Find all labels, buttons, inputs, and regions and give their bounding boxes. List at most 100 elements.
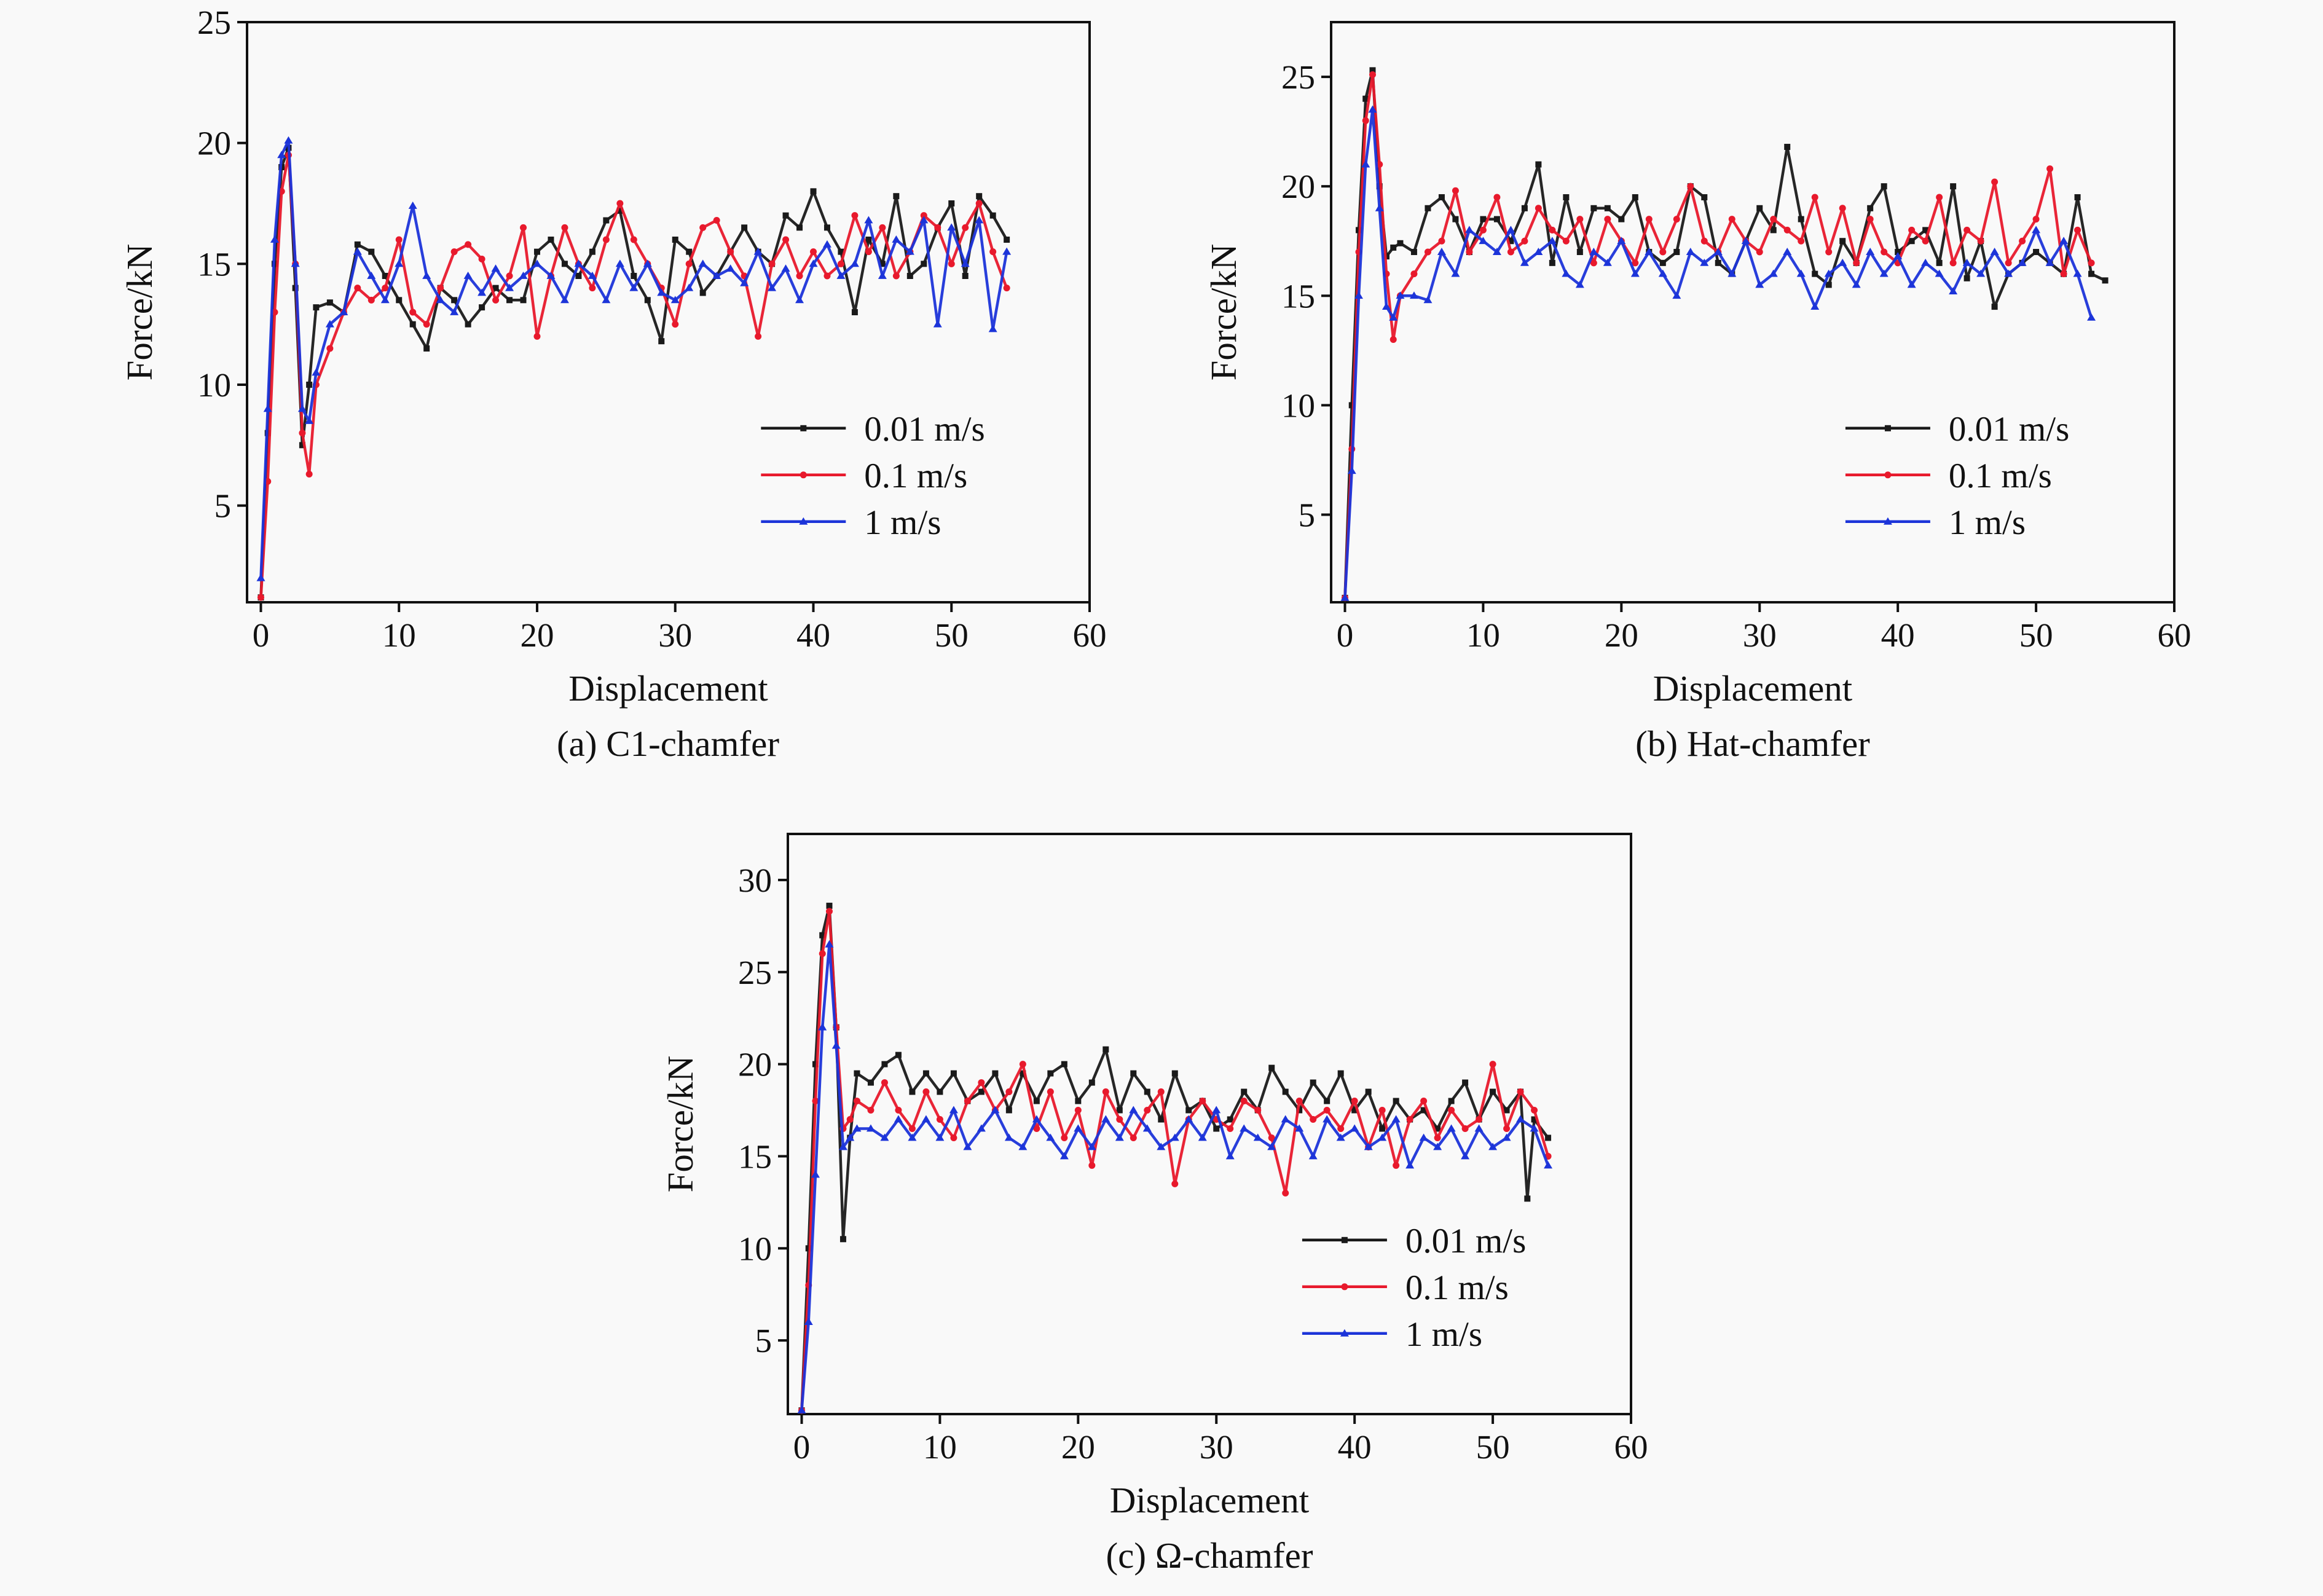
legend-label: 1 m/s (1405, 1315, 1482, 1354)
data-point (1769, 269, 1778, 277)
data-point (339, 308, 348, 315)
data-point (1447, 1124, 1456, 1132)
data-point (699, 289, 706, 296)
data-point (520, 297, 527, 304)
data-point (1004, 237, 1010, 243)
data-point (409, 321, 416, 328)
data-point (326, 299, 333, 306)
data-point (2102, 277, 2109, 284)
data-point (1199, 1098, 1206, 1105)
data-point (1991, 178, 1999, 186)
data-point (781, 264, 790, 272)
data-point (1976, 269, 1986, 277)
panel-caption: (b) Hat-chamfer (1635, 723, 1870, 764)
data-point (1895, 249, 1901, 256)
data-point (1198, 1133, 1207, 1141)
data-point (978, 1079, 985, 1087)
legend-label: 1 m/s (864, 503, 941, 542)
data-point (1991, 304, 1998, 310)
data-point (989, 212, 996, 219)
data-point (643, 259, 652, 267)
data-point (630, 236, 637, 243)
data-point (804, 1318, 813, 1326)
data-point (1116, 1116, 1123, 1123)
data-point (1033, 1125, 1040, 1132)
data-point (810, 188, 817, 195)
data-point (277, 151, 286, 159)
data-point (1812, 270, 1818, 277)
data-point (1715, 259, 1721, 266)
data-point (574, 259, 583, 267)
series-line-1 (1343, 69, 2106, 598)
data-point (753, 247, 763, 255)
x-axis-label: Displacement (568, 668, 768, 709)
data-point (713, 217, 720, 224)
data-point (1503, 1125, 1511, 1132)
data-point (672, 321, 679, 328)
x-tick-label: 0 (1337, 616, 1354, 654)
data-point (603, 217, 610, 224)
data-point (1420, 1107, 1427, 1114)
data-point (1466, 248, 1473, 256)
legend: 0.01 m/s 0.1 m/s 1 m/s (761, 410, 985, 542)
data-point (819, 950, 826, 957)
data-point (1351, 1098, 1358, 1105)
series-layer (256, 136, 1012, 601)
data-point (1420, 1098, 1428, 1105)
data-point (1545, 1134, 1552, 1141)
data-point (437, 285, 444, 292)
data-point (409, 309, 417, 316)
data-point (950, 1134, 957, 1141)
data-point (1241, 1088, 1248, 1095)
data-point (740, 278, 749, 286)
data-point (1004, 1133, 1013, 1141)
data-point (257, 594, 264, 601)
data-point (838, 1142, 847, 1150)
x-tick-label: 60 (1073, 616, 1107, 654)
data-point (1142, 1124, 1152, 1132)
data-point (921, 261, 927, 267)
data-point (836, 272, 846, 279)
data-point (1102, 1088, 1109, 1096)
data-point (1544, 1161, 1553, 1169)
data-point (368, 248, 375, 255)
data-point (1020, 1070, 1026, 1077)
data-point (1212, 1106, 1221, 1114)
data-point (825, 940, 834, 948)
data-point (948, 260, 955, 267)
data-point (615, 259, 624, 267)
data-point (1059, 1152, 1069, 1160)
legend-label: 0.01 m/s (1949, 410, 2069, 449)
data-point (961, 259, 970, 267)
data-point (1922, 237, 1929, 245)
data-point (1811, 194, 1818, 201)
y-tick-label: 10 (1281, 387, 1315, 424)
data-point (1798, 216, 1804, 222)
legend-marker (1884, 425, 1891, 431)
data-point (589, 285, 596, 292)
data-point (989, 248, 997, 256)
plot-frame (787, 833, 1632, 1415)
data-point (880, 1133, 889, 1141)
data-point (1129, 1106, 1138, 1114)
data-point (1503, 1107, 1510, 1114)
data-point (797, 1406, 806, 1413)
data-point (492, 296, 500, 304)
data-point (1213, 1125, 1220, 1132)
data-point (1375, 203, 1384, 211)
data-point (1005, 1088, 1013, 1096)
data-point (2046, 165, 2054, 173)
data-point (895, 1107, 902, 1114)
data-point (1493, 194, 1501, 201)
x-tick-label: 40 (1881, 616, 1915, 654)
data-point (1389, 313, 1398, 321)
data-point (2032, 216, 2040, 223)
data-point (1506, 226, 1515, 234)
data-point (1282, 1189, 1289, 1197)
data-point (588, 272, 597, 279)
data-point (589, 248, 595, 255)
data-point (906, 273, 913, 279)
data-point (1281, 1115, 1290, 1123)
legend-marker (1341, 1236, 1348, 1243)
y-tick-label: 15 (1281, 277, 1315, 315)
